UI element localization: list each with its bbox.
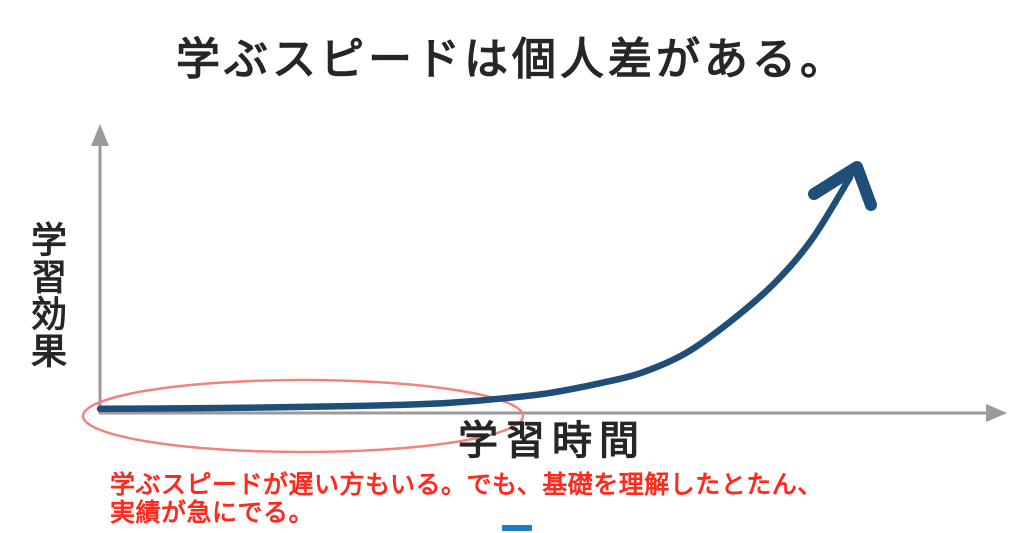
blue-dash-mark	[502, 525, 532, 531]
x-axis-arrowhead-icon	[986, 404, 1007, 422]
y-axis-arrowhead-icon	[91, 124, 109, 146]
annotation-text: 学ぶスピードが遅い方もいる。でも、基礎を理解したとたん、 実績が急にでる。	[110, 471, 823, 527]
x-axis-label: 学習時間	[458, 419, 646, 463]
curve-arrowhead-icon	[808, 161, 877, 211]
annotation-line-2: 実績が急にでる。	[110, 499, 315, 527]
annotation-line-1: 学ぶスピードが遅い方もいる。でも、基礎を理解したとたん、	[110, 471, 823, 499]
learning-curve-path	[96, 174, 854, 413]
y-axis-label: 学習効果	[26, 221, 67, 369]
highlight-ellipse	[81, 378, 525, 454]
chart-title: 学ぶスピードは個人差がある。	[176, 35, 848, 84]
